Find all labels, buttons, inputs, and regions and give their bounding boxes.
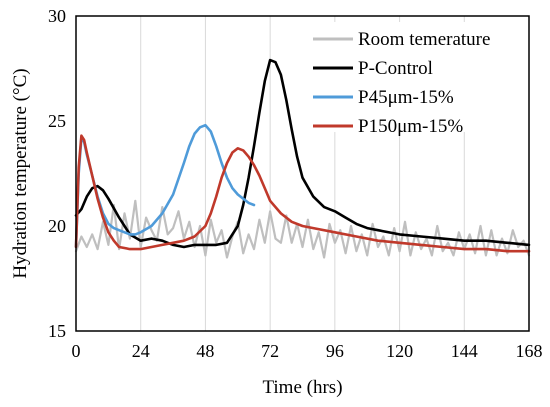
legend-entry-3: P45μm-15%	[358, 87, 454, 108]
y-tick-label: 30	[48, 6, 66, 26]
legend-entry-2: P-Control	[358, 58, 433, 79]
x-tick-label: 72	[261, 341, 279, 361]
x-tick-label: 0	[72, 341, 81, 361]
y-tick-label: 25	[48, 111, 66, 131]
series-layer	[74, 58, 531, 259]
x-axis-title: Time (hrs)	[262, 377, 342, 398]
y-tick-label: 15	[48, 321, 66, 341]
series-line-1	[74, 199, 531, 259]
x-tick-label: 144	[451, 341, 478, 361]
legend: Room temerature P-Control P45μm-15% P150μm-…	[304, 22, 520, 137]
y-axis-title: Hydration temperature (°C)	[10, 68, 31, 278]
y-tick-labels: 15 20 25 30	[48, 6, 66, 341]
plot-frame	[75, 15, 530, 332]
x-tick-label: 48	[196, 341, 214, 361]
x-tick-labels: 0 24 48 72 96 120 144 168	[72, 341, 543, 361]
series-line-2	[74, 58, 531, 249]
legend-entry-4: P150μm-15%	[358, 116, 463, 137]
x-tick-label: 24	[132, 341, 150, 361]
x-tick-label: 168	[516, 341, 543, 361]
y-tick-label: 20	[48, 216, 66, 236]
x-tick-label: 96	[326, 341, 344, 361]
legend-entry-1: Room temerature	[358, 29, 490, 50]
series-line-4	[74, 134, 531, 253]
x-tick-label: 120	[386, 341, 413, 361]
